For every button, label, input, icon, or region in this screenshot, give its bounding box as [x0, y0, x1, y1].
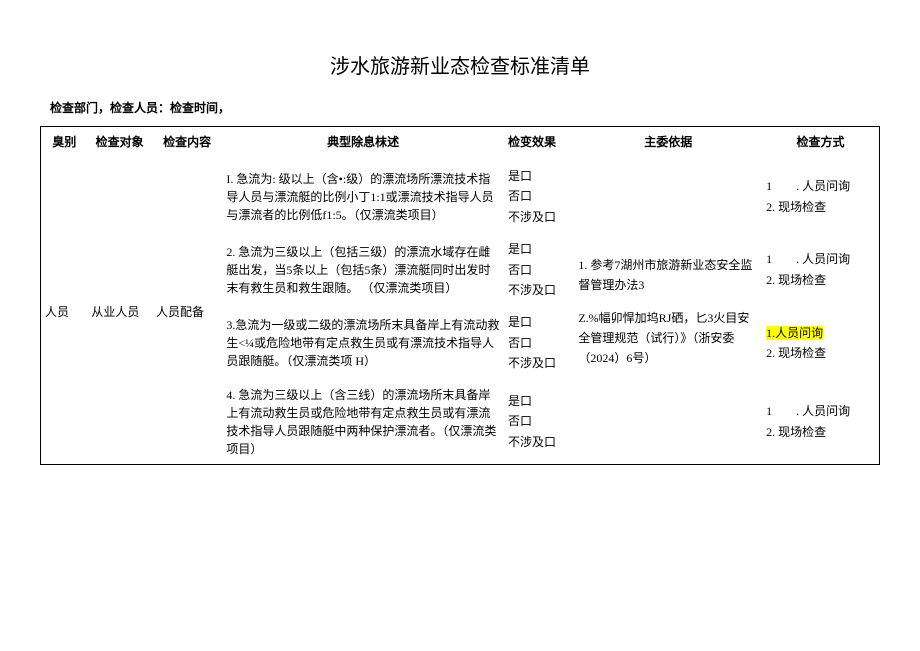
cell-effect: 是口 否口 不涉及口	[504, 380, 574, 465]
fangshi-line2: 2. 现场检查	[766, 197, 875, 217]
fangshi-line2: 2. 现场检查	[766, 343, 875, 363]
fangshi-line1-highlight: 1.人员问询	[766, 323, 875, 343]
effect-yes: 是口	[508, 239, 570, 259]
cell-duixiang: 从业人员	[87, 160, 152, 464]
effect-na: 不涉及口	[508, 207, 570, 227]
header-leibie: 臭别	[41, 127, 88, 161]
cell-fangshi: 1 . 人员问询 2. 现场检查	[762, 233, 879, 306]
document-title: 涉水旅游新业态检查标准清单	[40, 50, 880, 79]
table-row: 人员 从业人员 人员配备 I. 急流为: 级以上（含•:级）的漂流场所漂流技术指…	[41, 160, 880, 233]
effect-na: 不涉及口	[508, 432, 570, 452]
yiju-line2: Z.%幅卯悍加坞RJ硒，匕3火目安全管理规范（试行）》（浙安委（2024）6号）	[578, 308, 758, 369]
cell-yiju: 1. 参考7湖州市旅游新业态安全监督管理办法3 Z.%幅卯悍加坞RJ硒，匕3火目…	[574, 160, 762, 464]
cell-fangshi: 1.人员问询 2. 现场检查	[762, 306, 879, 379]
effect-na: 不涉及口	[508, 280, 570, 300]
fangshi-line1: 1 . 人员问询	[766, 249, 875, 269]
effect-yes: 是口	[508, 166, 570, 186]
fangshi-line1: 1 . 人员问询	[766, 176, 875, 196]
effect-no: 否口	[508, 333, 570, 353]
effect-no: 否口	[508, 260, 570, 280]
cell-effect: 是口 否口 不涉及口	[504, 160, 574, 233]
cell-effect: 是口 否口 不涉及口	[504, 306, 574, 379]
effect-no: 否口	[508, 411, 570, 431]
cell-desc: 4. 急流为三级以上（含三线）的漂流场所末具备岸上有流动救生员或危险地带有定点救…	[222, 380, 504, 465]
effect-no: 否口	[508, 186, 570, 206]
document-subtitle: 检查部门，检查人员：检查时间，	[50, 99, 880, 116]
cell-neirong: 人员配备	[152, 160, 222, 464]
effect-yes: 是口	[508, 391, 570, 411]
cell-fangshi: 1 . 人员问询 2. 现场检查	[762, 160, 879, 233]
cell-desc: 2. 急流为三级以上（包括三级）的漂流水域存在雌艇出发，当5条以上（包括5条）漂…	[222, 233, 504, 306]
yiju-line1: 1. 参考7湖州市旅游新业态安全监督管理办法3	[578, 255, 758, 296]
fangshi-line2: 2. 现场检查	[766, 422, 875, 442]
effect-na: 不涉及口	[508, 353, 570, 373]
cell-desc: I. 急流为: 级以上（含•:级）的漂流场所漂流技术指导人员与漂流艇的比例小丁1…	[222, 160, 504, 233]
header-yiju: 主委依据	[574, 127, 762, 161]
cell-leibie: 人员	[41, 160, 88, 464]
fangshi-line1: 1 . 人员问询	[766, 401, 875, 421]
cell-desc: 3.急流为一级或二级的漂流场所末具备岸上有流动救生<¼或危险地带有定点救生员或有…	[222, 306, 504, 379]
table-header-row: 臭别 检查对象 检查内容 典型除息枺述 检变效果 主委依据 检查方式	[41, 127, 880, 161]
header-desc: 典型除息枺述	[222, 127, 504, 161]
fangshi-line2: 2. 现场检查	[766, 270, 875, 290]
cell-effect: 是口 否口 不涉及口	[504, 233, 574, 306]
header-fangshi: 检查方式	[762, 127, 879, 161]
header-effect: 检变效果	[504, 127, 574, 161]
inspection-table: 臭别 检查对象 检查内容 典型除息枺述 检变效果 主委依据 检查方式 人员 从业…	[40, 126, 880, 465]
header-duixiang: 检查对象	[87, 127, 152, 161]
effect-yes: 是口	[508, 312, 570, 332]
header-neirong: 检查内容	[152, 127, 222, 161]
cell-fangshi: 1 . 人员问询 2. 现场检查	[762, 380, 879, 465]
